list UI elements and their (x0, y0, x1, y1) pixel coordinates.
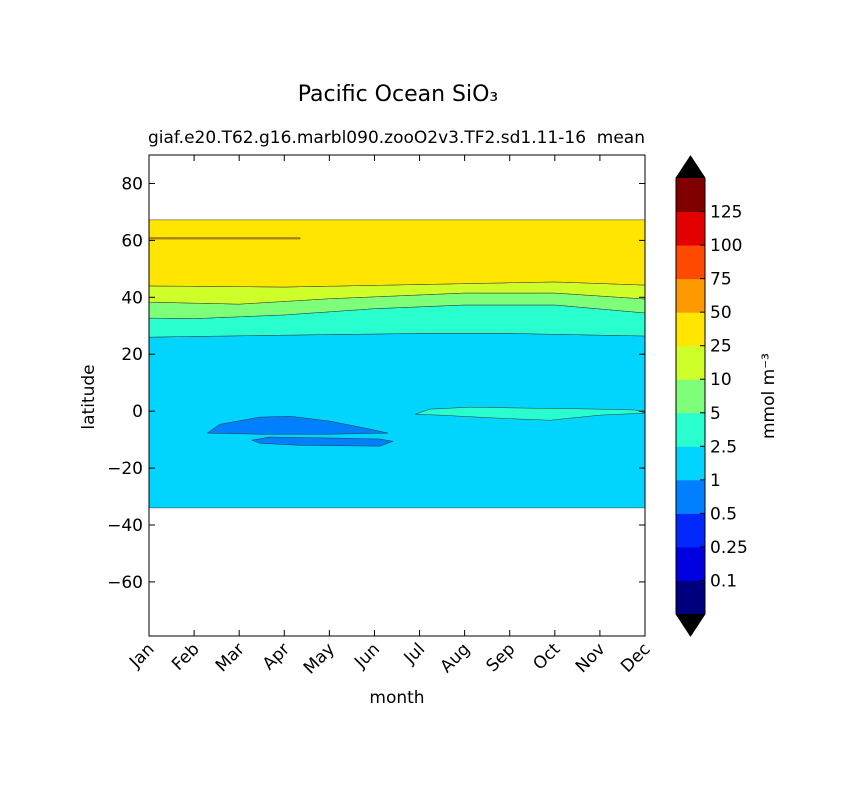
colorbar-segment (676, 379, 705, 414)
colorbar-segment (676, 178, 705, 213)
colorbar-tick-label: 0.25 (710, 538, 748, 558)
colorbar-segment (676, 412, 705, 447)
contour-region (148, 333, 646, 509)
y-tick-label: −40 (107, 516, 143, 536)
colorbar-tick-label: 1 (710, 471, 721, 491)
x-tick-label: Aug (437, 639, 475, 677)
colorbar-segment (676, 580, 705, 615)
y-tick-label: 40 (121, 288, 143, 308)
x-tick-label: Sep (482, 639, 519, 676)
colorbar-tick-label: 125 (710, 203, 742, 223)
x-tick-label: Oct (529, 639, 564, 674)
y-tick-label: 20 (121, 345, 143, 365)
contour-region (206, 416, 389, 435)
plot-frame (148, 154, 646, 637)
colorbar-tick-label: 5 (710, 404, 721, 424)
contour-region (250, 436, 394, 447)
colorbar-segment (676, 345, 705, 380)
colorbar-tick-label: 75 (710, 270, 732, 290)
colorbar-segment (676, 278, 705, 313)
y-tick-label: −60 (107, 573, 143, 593)
colorbar-tick-label: 0.5 (710, 504, 737, 524)
x-tick-label: Apr (259, 639, 294, 674)
y-tick-label: 0 (132, 402, 143, 422)
colorbar-segment (676, 446, 705, 481)
colorbar-extend-top (676, 156, 705, 178)
colorbar-tick-label: 2.5 (710, 437, 737, 457)
colorbar-segment (676, 245, 705, 280)
x-tick-label: Jul (400, 639, 429, 668)
colorbar-extend-bottom (676, 614, 705, 636)
colorbar-tick-label: 0.1 (710, 571, 737, 591)
x-tick-label: Jun (350, 639, 384, 673)
colorbar-tick-label: 10 (710, 370, 732, 390)
colorbar-segment (676, 479, 705, 514)
x-tick-label: Jan (125, 639, 158, 672)
x-tick-label: Nov (572, 639, 610, 677)
colorbar-segment (676, 211, 705, 246)
colorbar-tick-label: 50 (710, 303, 732, 323)
colorbar-label: mmol m⁻³ (759, 353, 779, 439)
colorbar-tick-label: 100 (710, 236, 742, 256)
y-tick-label: −20 (107, 459, 143, 479)
y-axis-label: latitude (79, 364, 99, 429)
x-tick-label: Feb (168, 639, 203, 674)
contour-region (148, 219, 646, 288)
x-axis-label: month (369, 688, 424, 708)
colorbar-frame (675, 155, 706, 637)
colorbar-segment (676, 312, 705, 347)
y-tick-label: 80 (121, 174, 143, 194)
colorbar-tick-label: 25 (710, 337, 732, 357)
y-tick-label: 60 (121, 231, 143, 251)
x-tick-label: May (300, 639, 339, 678)
chart-title: Pacific Ocean SiO₃ (298, 82, 499, 107)
x-tick-label: Dec (617, 639, 654, 676)
subtitle-left: giaf.e20.T62.g16.marbl090.zooO2v3.TF2.sd… (148, 128, 586, 148)
x-tick-label: Mar (212, 639, 249, 676)
colorbar-segment (676, 546, 705, 581)
colorbar-segment (676, 513, 705, 548)
subtitle-right: mean (597, 128, 645, 148)
contour-region (148, 237, 301, 240)
